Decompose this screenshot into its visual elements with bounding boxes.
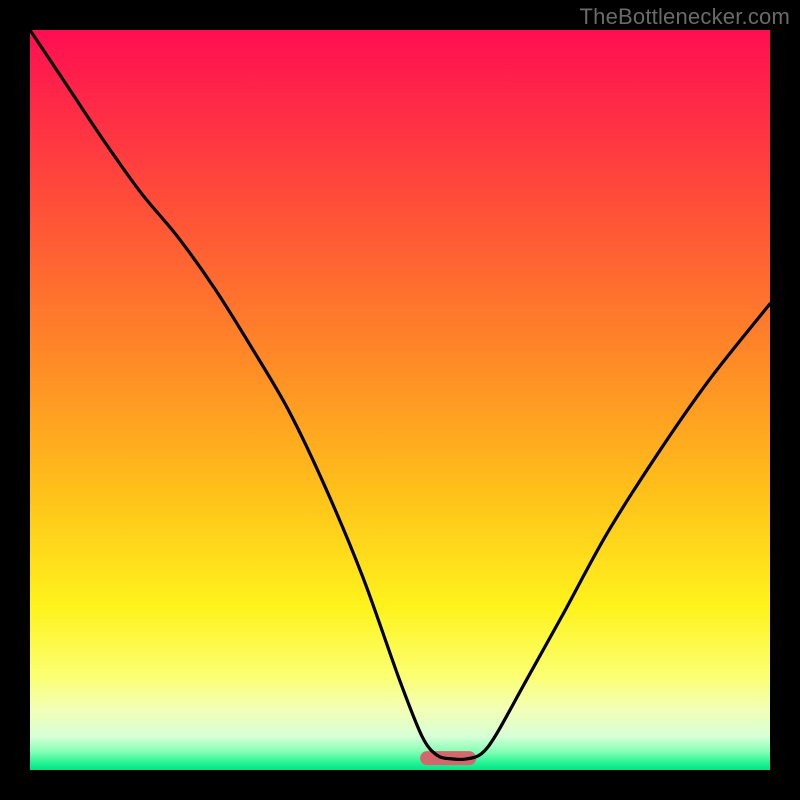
bottleneck-chart [0,0,800,800]
chart-stage: TheBottlenecker.com [0,0,800,800]
gradient-background [30,30,770,770]
watermark-text: TheBottlenecker.com [580,4,790,30]
